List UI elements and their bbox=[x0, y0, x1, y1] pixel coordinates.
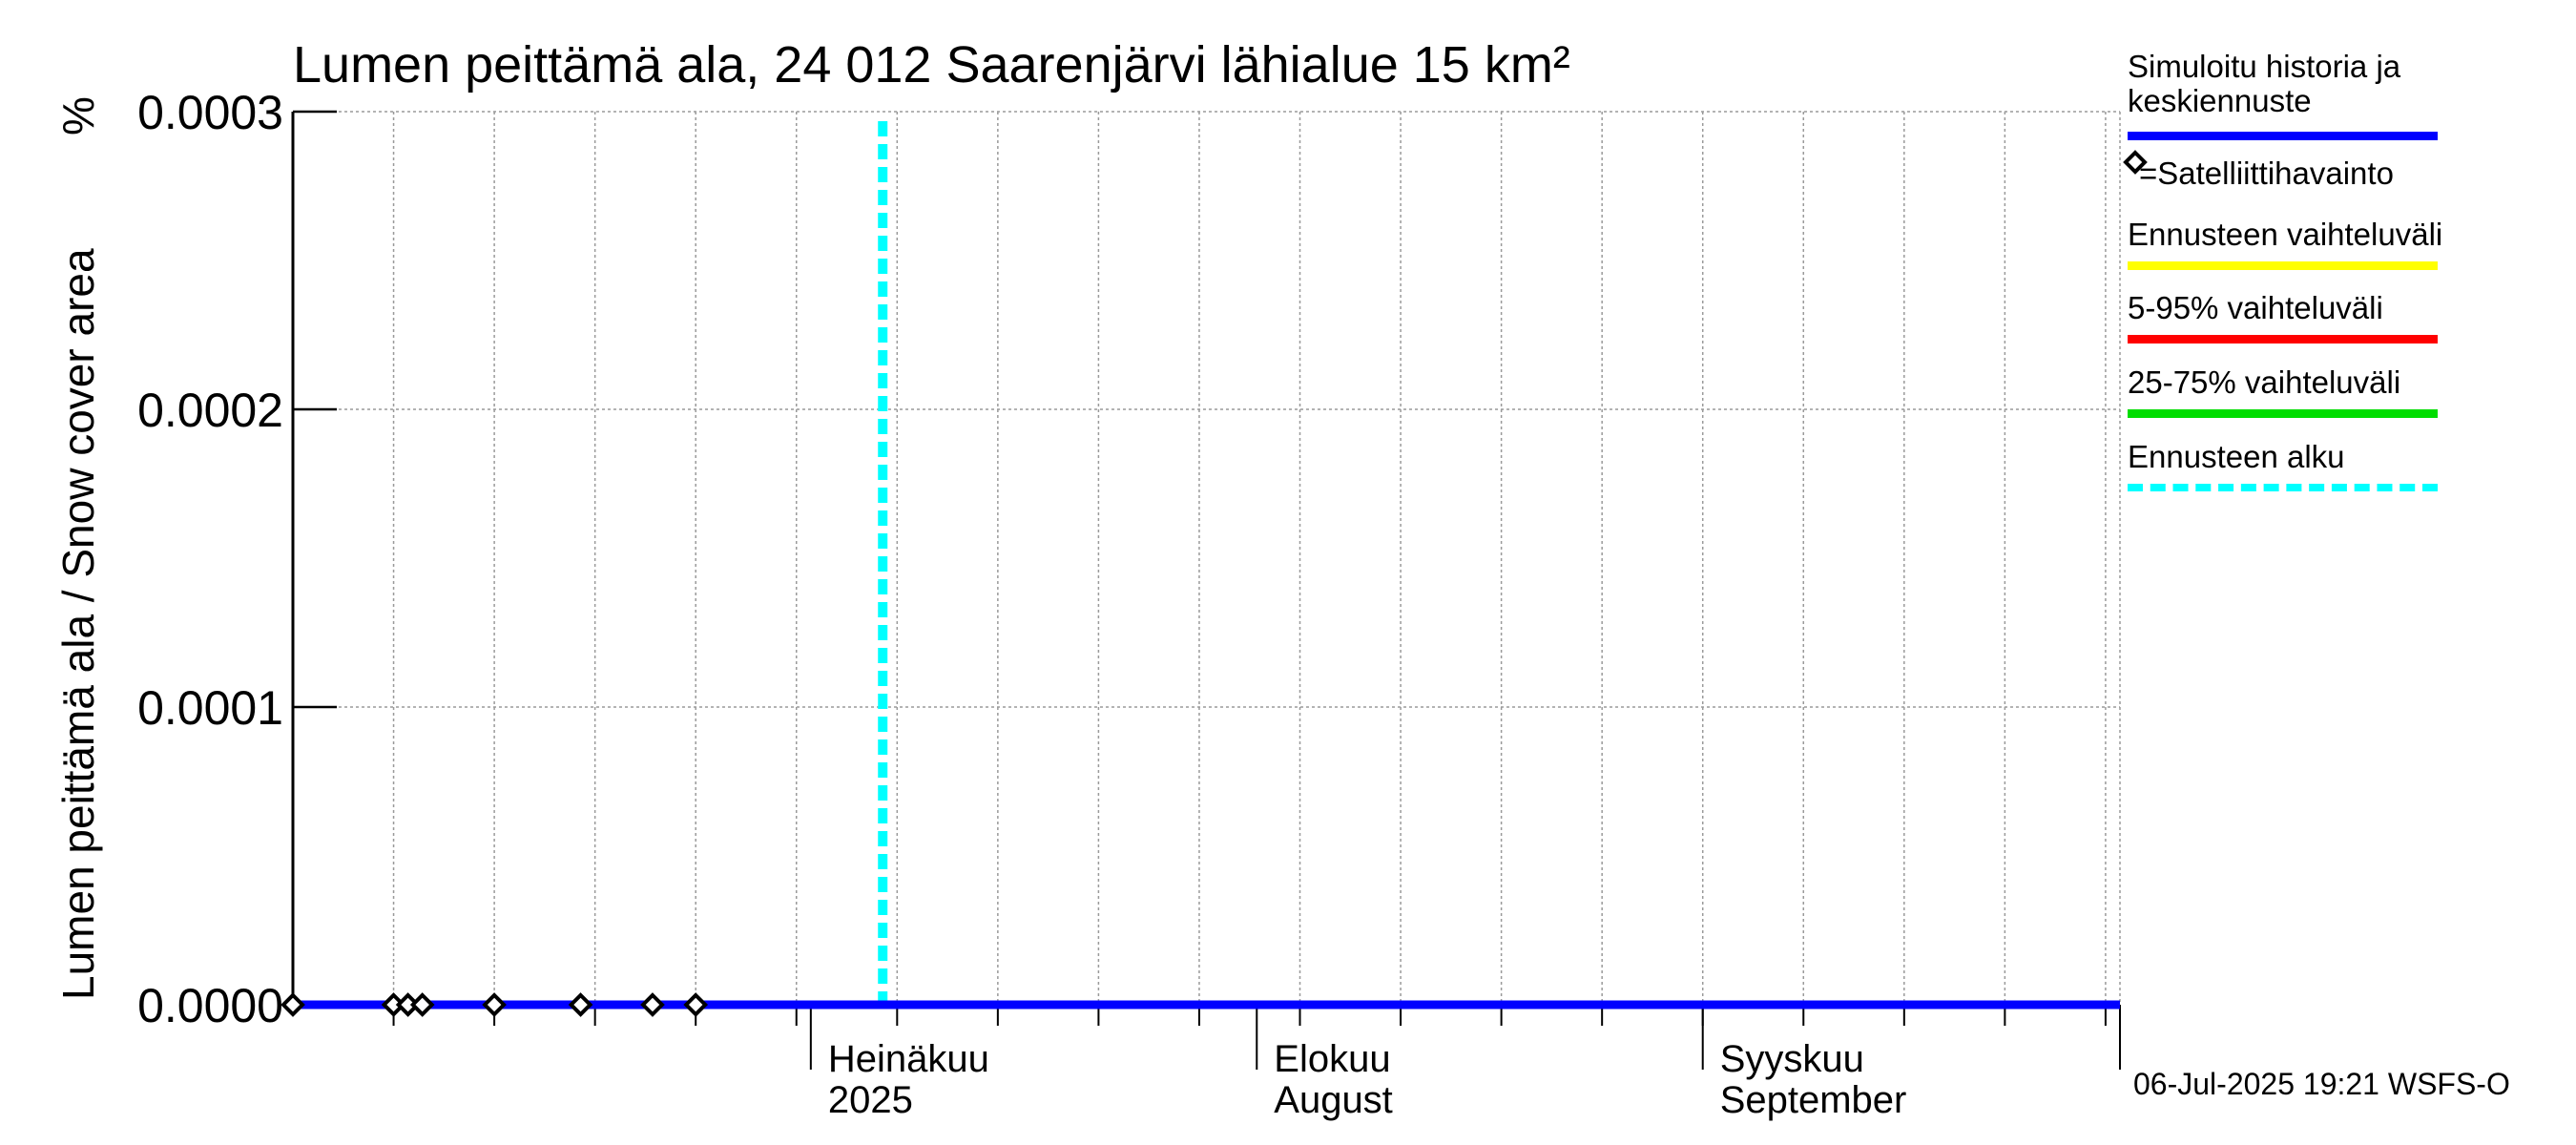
grid bbox=[293, 111, 2121, 1005]
y-tick-label: 0.0003 bbox=[137, 86, 283, 139]
legend-label-simulated: Simuloitu historia ja keskiennuste bbox=[2128, 49, 2401, 118]
observation-point bbox=[280, 992, 305, 1017]
y-tick-label: 0.0000 bbox=[137, 979, 283, 1032]
legend-item-forecast-start: Ennusteen alku bbox=[2128, 439, 2557, 491]
legend-item-range: Ennusteen vaihteluväli bbox=[2128, 217, 2557, 270]
legend-swatch-range bbox=[2128, 261, 2438, 270]
legend-item-5-95: 5-95% vaihteluväli bbox=[2128, 290, 2557, 344]
legend-swatch-5-95 bbox=[2128, 335, 2438, 344]
y-axis-unit: % bbox=[53, 96, 103, 135]
x-month-label: Syyskuu bbox=[1720, 1038, 1864, 1080]
x-month-label: Elokuu bbox=[1274, 1038, 1390, 1080]
legend-label-5-95: 5-95% vaihteluväli bbox=[2128, 290, 2383, 325]
timestamp-footer: 06-Jul-2025 19:21 WSFS-O bbox=[2133, 1067, 2510, 1101]
legend-item-simulated: Simuloitu historia ja keskiennuste bbox=[2128, 49, 2557, 140]
legend-swatch-forecast-start bbox=[2128, 484, 2438, 491]
diamond-icon bbox=[2123, 150, 2148, 175]
x-month-label: Heinäkuu bbox=[828, 1038, 989, 1080]
legend-swatch-25-75 bbox=[2128, 409, 2438, 418]
y-axis-label: Lumen peittämä ala / Snow cover area bbox=[53, 248, 103, 1000]
legend-label-satellite: =Satelliittihavainto bbox=[2139, 156, 2394, 191]
legend-swatch-simulated bbox=[2128, 132, 2438, 140]
observation-point bbox=[568, 992, 593, 1017]
axes bbox=[291, 110, 2121, 1070]
observation-point bbox=[640, 992, 665, 1017]
x-month-sublabel: September bbox=[1720, 1079, 1907, 1121]
observation-point bbox=[409, 992, 435, 1017]
legend-item-25-75: 25-75% vaihteluväli bbox=[2128, 364, 2557, 418]
legend-label-forecast-start: Ennusteen alku bbox=[2128, 439, 2345, 474]
y-tick-label: 0.0002 bbox=[137, 384, 283, 437]
observations-layer bbox=[280, 992, 709, 1017]
observation-point bbox=[482, 992, 507, 1017]
observation-point bbox=[683, 992, 709, 1017]
x-month-sublabel: August bbox=[1274, 1079, 1393, 1121]
legend-label-range: Ennusteen vaihteluväli bbox=[2128, 217, 2443, 252]
y-tick-label: 0.0001 bbox=[137, 681, 283, 735]
x-month-sublabel: 2025 bbox=[828, 1079, 913, 1121]
legend-label-25-75: 25-75% vaihteluväli bbox=[2128, 364, 2401, 400]
chart-title: Lumen peittämä ala, 24 012 Saarenjärvi l… bbox=[293, 36, 1570, 94]
